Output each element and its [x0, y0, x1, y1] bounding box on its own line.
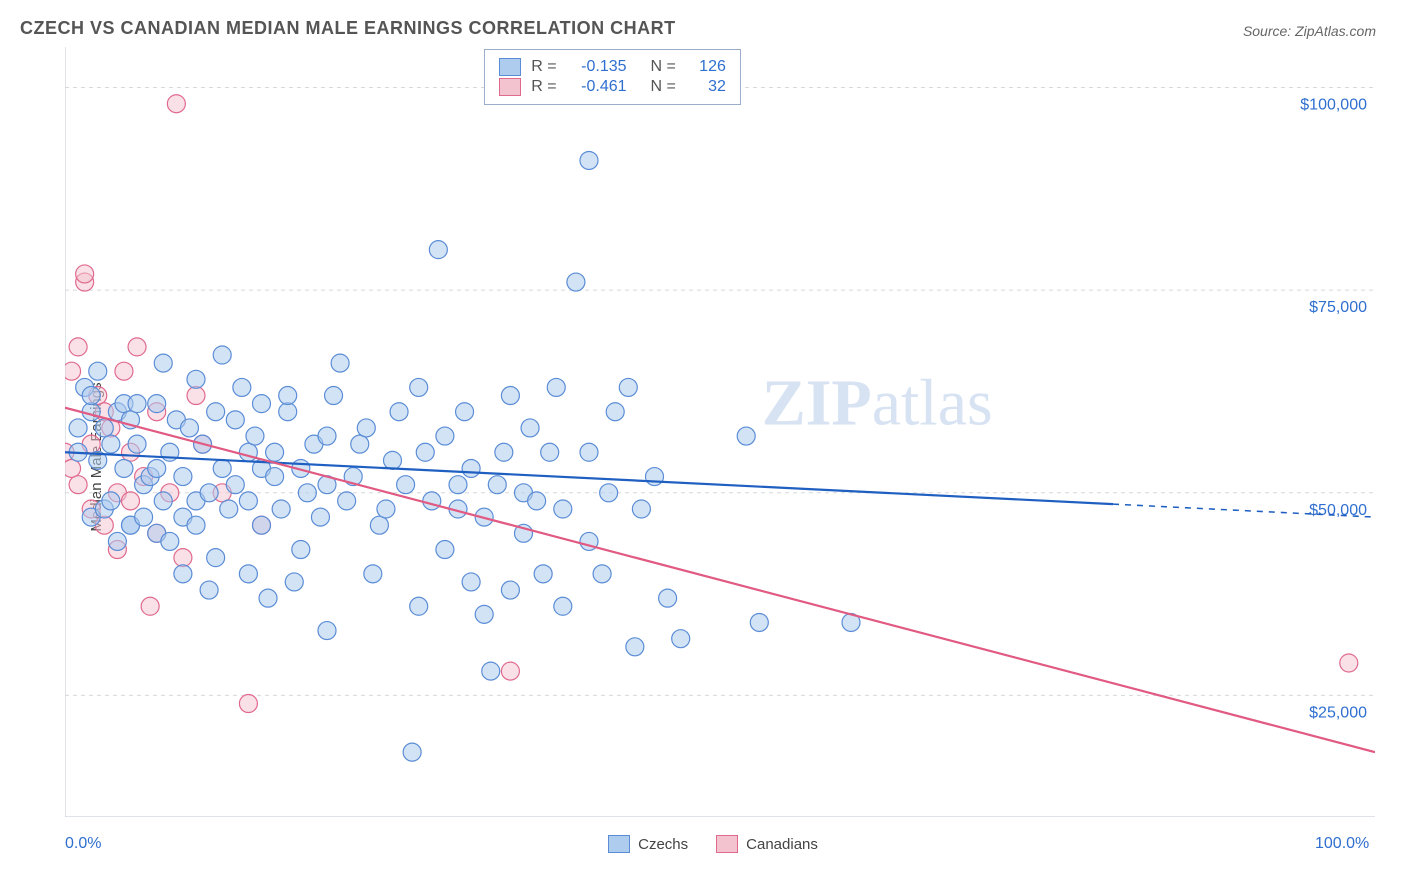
legend-n-value: 126 — [686, 58, 726, 76]
legend-n-label: N = — [651, 58, 676, 76]
legend-r-label: R = — [531, 78, 556, 96]
trend-canadians — [65, 408, 1375, 752]
series-legend: Czechs Canadians — [20, 835, 1406, 853]
legend-swatch — [499, 78, 521, 96]
chart-area: Median Male Earnings $25,000$50,000$75,0… — [20, 47, 1406, 867]
legend-r-label: R = — [531, 58, 556, 76]
chart-title: CZECH VS CANADIAN MEDIAN MALE EARNINGS C… — [20, 18, 676, 39]
scatter-plot: $25,000$50,000$75,000$100,000ZIPatlas — [65, 47, 1375, 817]
legend-n-value: 32 — [686, 78, 726, 96]
watermark: ZIPatlas — [762, 366, 993, 439]
legend-swatch — [608, 835, 630, 853]
legend-r-value: -0.135 — [567, 58, 627, 76]
x-axis-max-label: 100.0% — [1315, 835, 1369, 853]
y-tick-label: $75,000 — [1309, 299, 1367, 316]
legend-label: Canadians — [746, 836, 818, 853]
series-czechs — [69, 151, 860, 761]
correlation-legend: R = -0.135 N = 126 R = -0.461 N = 32 — [484, 49, 741, 105]
legend-label: Czechs — [638, 836, 688, 853]
legend-swatch — [716, 835, 738, 853]
legend-swatch — [499, 58, 521, 76]
source-label: Source: ZipAtlas.com — [1243, 23, 1376, 39]
x-axis-min-label: 0.0% — [65, 835, 101, 853]
y-tick-label: $100,000 — [1300, 97, 1367, 114]
y-tick-label: $25,000 — [1309, 704, 1367, 721]
legend-n-label: N = — [651, 78, 676, 96]
legend-r-value: -0.461 — [567, 78, 627, 96]
